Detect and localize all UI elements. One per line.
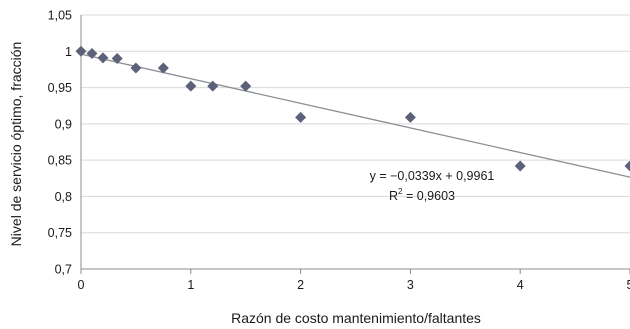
y-tick-label: 0,85 [48,154,72,168]
y-tick-label: 1 [65,45,72,59]
data-point [404,111,416,123]
axes [80,15,630,274]
x-tick-label: 1 [187,278,194,292]
r-squared-symbol: R [389,189,398,203]
trendline-equation: y = −0,0339x + 0,9961 [370,169,495,183]
x-tick-labels: 0 1 2 3 4 5 [78,278,630,292]
data-point [240,80,252,92]
data-point [157,62,169,74]
x-tick-label: 4 [517,278,524,292]
y-tick-label: 0,8 [55,190,72,204]
data-point [207,80,219,92]
x-axis-label: Razón de costo mantenimiento/faltantes [231,310,481,326]
r-squared-exponent: 2 [398,187,403,196]
y-tick-label: 0,75 [48,226,72,240]
data-point [86,47,98,59]
y-tick-label: 0,9 [55,117,72,131]
y-tick-label: 0,7 [55,263,72,277]
data-point [97,52,109,64]
y-tick-label: 1,05 [48,9,72,23]
data-point [130,62,142,74]
x-tick-label: 2 [297,278,304,292]
y-tick-labels: 0,7 0,75 0,8 0,85 0,9 0,95 1 1,05 [48,9,72,277]
data-points [75,45,630,172]
y-tick-label: 0,95 [48,81,72,95]
data-point [111,53,123,65]
trendline [80,53,630,178]
trendline-path [80,53,630,178]
gridlines [81,14,630,270]
data-point [75,45,87,57]
data-point [514,160,526,172]
data-point [295,111,307,123]
trendline-r-squared: R2 = 0,9603 [389,187,455,203]
y-axis-label: Nivel de servicio óptimo, fracción [8,42,24,247]
data-point [624,160,630,172]
data-point [185,80,197,92]
x-tick-label: 0 [78,278,85,292]
r-squared-value: = 0,9603 [403,189,456,203]
x-tick-label: 5 [627,278,630,292]
x-tick-label: 3 [407,278,414,292]
